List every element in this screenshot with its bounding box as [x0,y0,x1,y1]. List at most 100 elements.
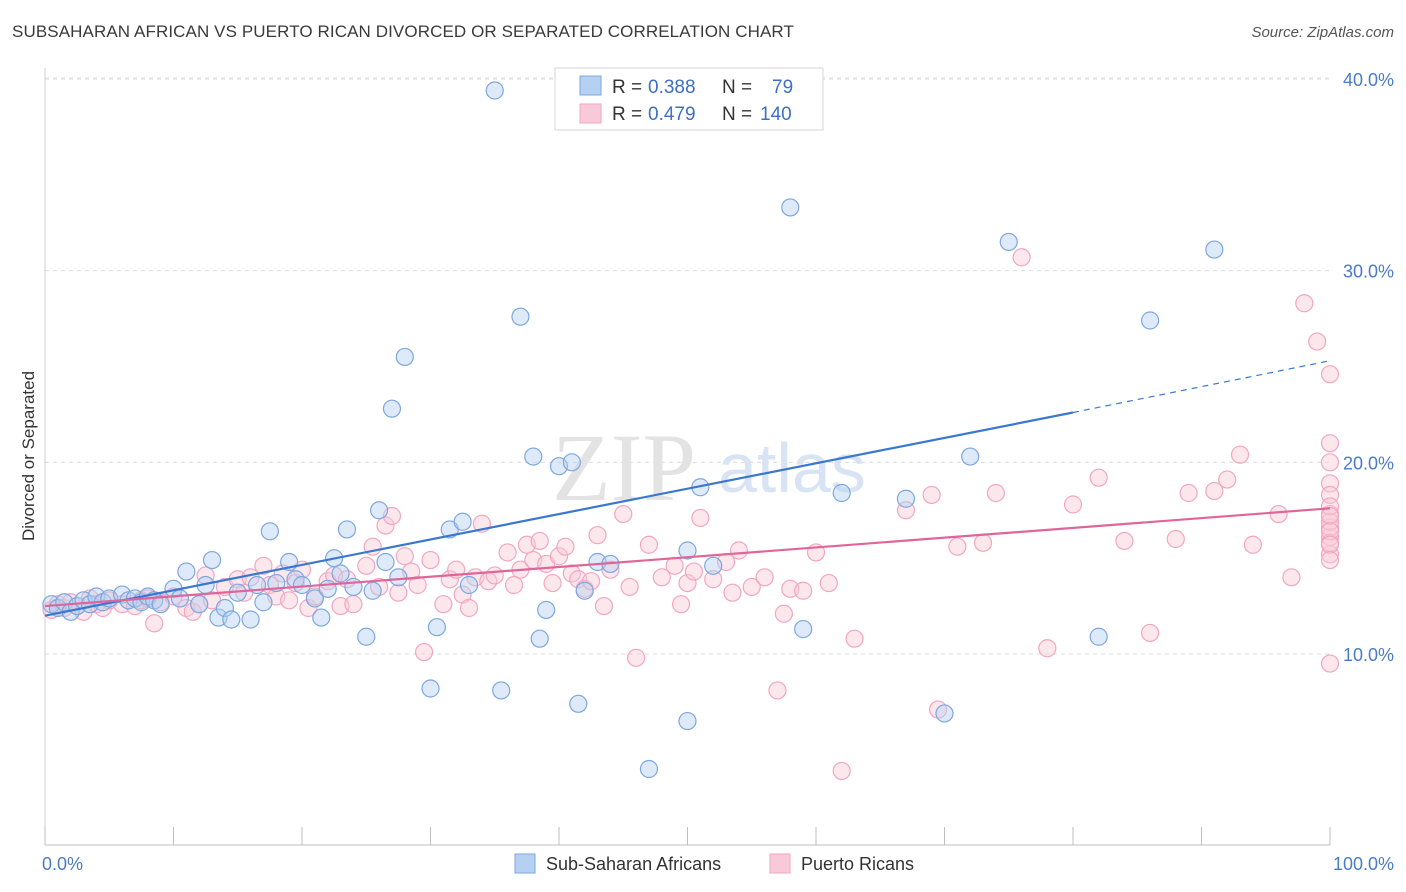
legend-n-value-blue: 79 [772,77,793,98]
legend-r-label-pink: R = [612,104,642,125]
puerto-rican-point-118 [1243,535,1263,554]
legend-r-value-pink: 0.479 [648,104,696,125]
puerto-rican-point-73 [582,572,601,591]
subsaharan-point-45 [376,552,395,572]
subsaharan-trend-extension [1072,360,1331,414]
puerto-rican-point-80 [639,535,659,554]
puerto-rican-point-33 [299,598,318,618]
subsaharan-point-37 [318,579,337,598]
puerto-rican-point-74 [588,526,607,545]
puerto-rican-point-46 [395,547,414,566]
subsaharan-point-56 [511,307,530,326]
puerto-rican-point-75 [594,596,614,616]
puerto-rican-point-43 [376,516,395,535]
subsaharan-point-78 [1089,627,1108,646]
legend-swatch-pink [579,103,602,124]
puerto-rican-point-111 [1115,531,1134,551]
puerto-rican-point-119 [1269,504,1288,524]
puerto-rican-point-102 [922,485,941,505]
puerto-rican-point-61 [504,575,524,595]
puerto-rican-point-123 [1320,654,1340,673]
subsaharan-point-50 [427,618,447,637]
series-legend-swatch-pink [769,853,791,874]
puerto-rican-point-30 [280,591,299,610]
subsaharan-point-70 [639,759,659,779]
subsaharan-point-59 [537,600,556,620]
puerto-rican-point-69 [556,537,575,556]
subsaharan-point-65 [569,694,588,713]
subsaharan-point-69 [678,711,697,731]
y-tick-labels: 10.0% 20.0% 30.0% 40.0% [1343,70,1394,665]
subsaharan-point-39 [331,564,350,583]
puerto-rican-point-39 [344,595,363,614]
puerto-rican-point-106 [986,483,1006,503]
puerto-rican-point-26 [254,556,273,575]
puerto-rican-point-67 [543,573,562,593]
puerto-rican-point-116 [1218,470,1237,489]
puerto-rican-point-120 [1282,568,1301,587]
legend-r-label-blue: R = [612,77,642,98]
puerto-rican-point-89 [723,583,742,602]
puerto-rican-point-113 [1166,529,1185,549]
x-tick-label-max: 100.0% [1333,854,1394,874]
y-tick-label-1: 20.0% [1343,453,1394,473]
subsaharan-point-20 [190,595,209,614]
puerto-rican-point-78 [620,577,639,597]
puerto-rican-point-68 [549,547,569,566]
subsaharan-point-73 [832,483,851,503]
y-axis-title: Divorced or Separated [19,371,38,541]
subsaharan-point-76 [961,447,980,466]
puerto-rican-point-122 [1308,332,1327,351]
legend-n-label-blue: N = [722,77,752,98]
puerto-rican-point-138 [1320,535,1340,554]
puerto-rican-point-104 [948,537,967,556]
subsaharan-point-24 [215,598,234,618]
puerto-rican-point-50 [421,550,440,570]
subsaharan-point-42 [357,627,376,646]
subsaharan-point-36 [312,608,331,627]
puerto-rican-point-110 [1089,468,1108,487]
watermark-zip: ZIP [552,414,696,521]
puerto-rican-point-81 [652,568,671,587]
subsaharan-point-55 [492,681,511,700]
subsaharan-point-58 [530,629,549,648]
subsaharan-point-44 [370,501,389,520]
legend-swatch-blue [579,75,602,96]
puerto-rican-point-117 [1230,445,1250,464]
subsaharan-point-72 [794,619,813,639]
series-legend: Sub-Saharan Africans Puerto Ricans [514,853,914,874]
subsaharan-point-66 [678,541,697,560]
puerto-rican-point-94 [774,604,793,623]
puerto-rican-point-112 [1140,623,1160,643]
subsaharan-point-22 [202,550,222,570]
puerto-rican-point-91 [742,577,761,597]
axes [44,68,1331,846]
puerto-rican-point-49 [414,642,434,662]
trend-lines [44,360,1331,617]
subsaharan-points [42,81,1224,779]
puerto-rican-trend-line [44,507,1331,608]
puerto-rican-point-59 [485,566,504,585]
subsaharan-point-54 [485,81,504,100]
puerto-rican-point-77 [614,504,633,524]
puerto-rican-point-114 [1179,483,1198,503]
subsaharan-point-30 [260,522,279,541]
subsaharan-point-61 [562,453,581,472]
subsaharan-point-68 [704,556,723,575]
puerto-rican-point-45 [389,583,408,602]
subsaharan-point-47 [389,568,408,587]
subsaharan-point-71 [781,198,800,217]
subsaharan-point-41 [344,577,363,597]
puerto-rican-point-82 [665,556,684,575]
subsaharan-point-74 [896,489,916,508]
puerto-rican-point-60 [498,543,517,562]
puerto-rican-point-14 [145,614,164,633]
puerto-rican-point-48 [408,575,427,595]
chart-title: SUBSAHARAN AFRICAN VS PUERTO RICAN DIVOR… [12,22,794,41]
series-legend-swatch-blue [514,853,536,874]
subsaharan-point-16 [151,595,170,614]
subsaharan-trend-line [44,411,1074,617]
puerto-rican-point-134 [1320,512,1340,531]
puerto-rican-point-79 [626,648,646,667]
legend-n-value-pink: 140 [760,104,792,125]
